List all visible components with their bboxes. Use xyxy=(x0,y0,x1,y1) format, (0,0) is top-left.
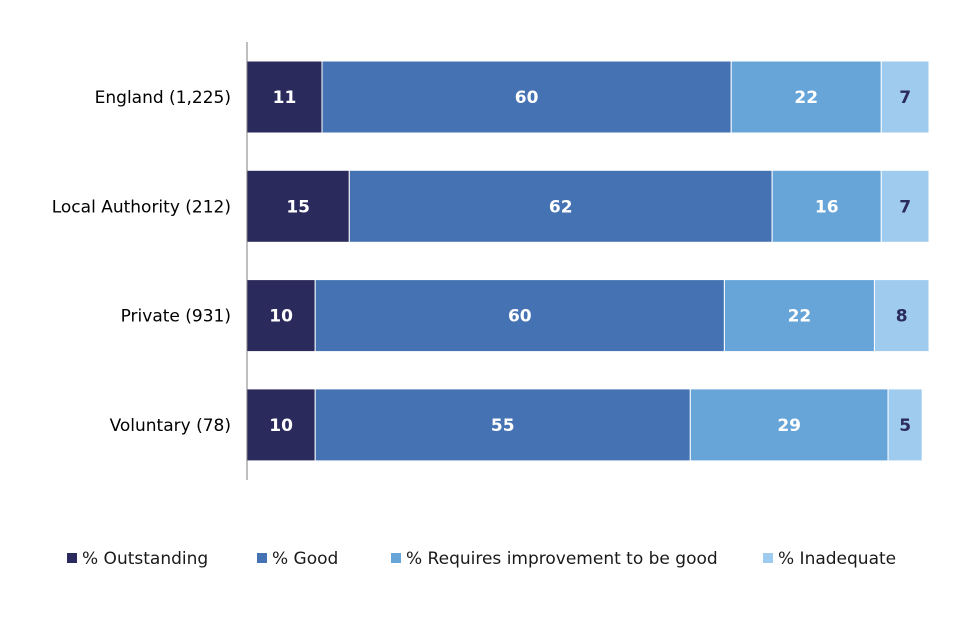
legend-swatch xyxy=(391,553,401,563)
data-label: 22 xyxy=(794,88,818,108)
data-label: 8 xyxy=(896,307,908,327)
bar-segment xyxy=(873,279,930,353)
category-label: England (1,225) xyxy=(95,88,231,108)
bar-segment xyxy=(314,388,691,462)
legend-label: % Requires improvement to be good xyxy=(406,549,718,569)
data-label: 10 xyxy=(269,416,293,436)
data-label: 16 xyxy=(815,197,839,217)
bar-segment xyxy=(321,60,732,134)
legend-swatch xyxy=(257,553,267,563)
data-label: 5 xyxy=(899,416,911,436)
data-label: 60 xyxy=(508,307,532,327)
data-label: 60 xyxy=(515,88,539,108)
bar-segment xyxy=(246,388,316,462)
data-label: 7 xyxy=(899,88,911,108)
category-label: Private (931) xyxy=(121,307,231,327)
bar-segment xyxy=(246,60,323,134)
data-label: 10 xyxy=(269,307,293,327)
data-label: 55 xyxy=(491,416,515,436)
bars-layer xyxy=(246,60,930,462)
bar-segment xyxy=(887,388,923,462)
data-label: 62 xyxy=(549,197,573,217)
category-label: Local Authority (212) xyxy=(52,197,231,217)
bar-segment xyxy=(314,279,725,353)
legend-swatch xyxy=(67,553,77,563)
legend-label: % Outstanding xyxy=(82,549,208,569)
bar-segment xyxy=(880,60,930,134)
data-label: 11 xyxy=(273,88,297,108)
segment-labels-layer: 11 60 22 7 15 62 16 7 10 60 22 8 10 55 29 5 xyxy=(269,88,911,436)
bar-segment xyxy=(348,169,773,243)
bar-segment xyxy=(730,60,882,134)
bar-segment xyxy=(880,169,930,243)
data-label: 7 xyxy=(899,197,911,217)
bar-segment xyxy=(689,388,889,462)
data-label: 15 xyxy=(286,197,310,217)
data-label: 22 xyxy=(788,307,812,327)
legend-label: % Good xyxy=(272,549,338,569)
bar-segment xyxy=(246,169,350,243)
legend-label: % Inadequate xyxy=(778,549,896,569)
legend-swatch xyxy=(763,553,773,563)
category-label: Voluntary (78) xyxy=(110,416,231,436)
legend: % Outstanding % Good % Requires improvemen… xyxy=(67,549,896,569)
category-labels-layer: England (1,225) Local Authority (212) Priv… xyxy=(52,88,231,436)
data-label: 29 xyxy=(777,416,801,436)
bar-segment xyxy=(771,169,882,243)
